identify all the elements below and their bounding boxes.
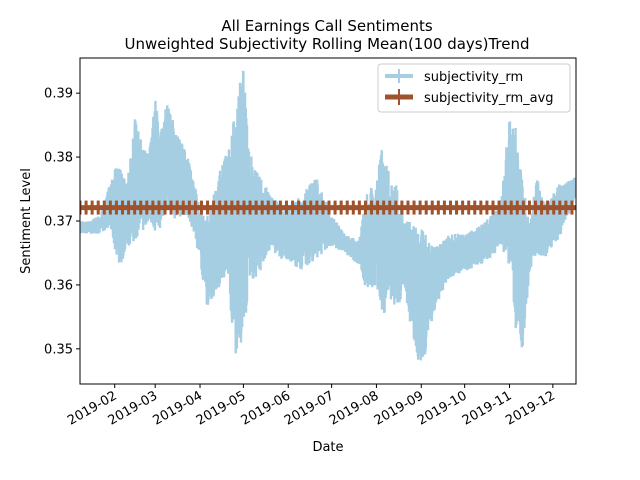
y-tick-label: 0.36 (44, 278, 73, 293)
legend-label-subjectivity-rm: subjectivity_rm (424, 70, 523, 85)
y-axis: 0.35 0.36 0.37 0.38 0.39 (44, 87, 80, 357)
chart-subtitle: Unweighted Subjectivity Rolling Mean(100… (124, 35, 529, 53)
y-axis-label: Sentiment Level (19, 168, 34, 274)
y-tick-label: 0.35 (44, 342, 73, 357)
legend-box (377, 63, 571, 113)
plot-area (79, 57, 577, 385)
series-subjectivity-rm-avg (80, 200, 576, 215)
chart-title: All Earnings Call Sentiments (221, 17, 433, 35)
y-tick-label: 0.39 (44, 87, 73, 102)
x-axis-label: Date (312, 440, 343, 455)
legend-label-subjectivity-rm-avg: subjectivity_rm_avg (424, 91, 554, 106)
y-tick-label: 0.37 (44, 215, 73, 230)
y-tick-label: 0.38 (44, 151, 73, 166)
legend: subjectivity_rm subjectivity_rm_avg (377, 63, 571, 113)
